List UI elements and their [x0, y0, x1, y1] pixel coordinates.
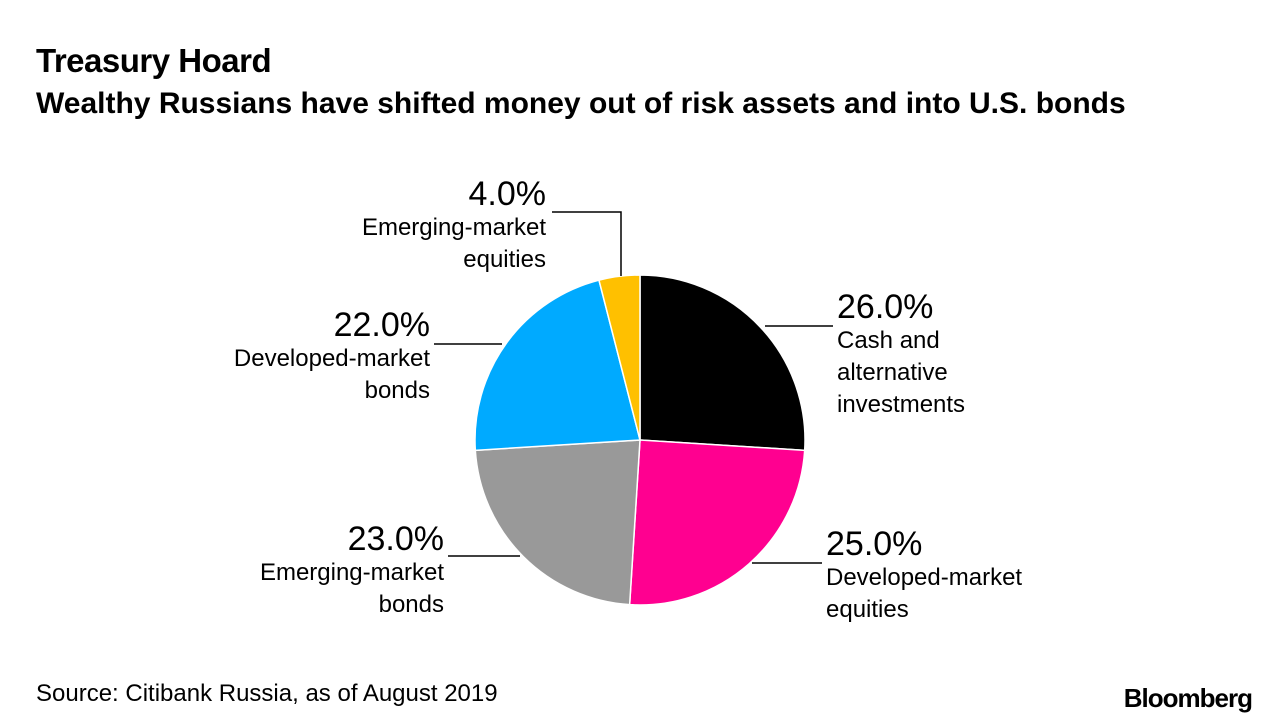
category-label: bonds — [365, 377, 430, 404]
pie-slice-cash-and-alternative-investments — [639, 274, 806, 452]
category-label: Developed-market — [826, 564, 1022, 591]
pie-slice-emerging-market-bonds — [474, 439, 641, 606]
value-label: 26.0% — [837, 288, 933, 326]
pie-slice-developed-market-bonds — [474, 279, 641, 452]
value-label: 4.0% — [469, 175, 547, 213]
source-note: Source: Citibank Russia, as of August 20… — [36, 680, 498, 707]
category-label: bonds — [379, 591, 444, 618]
category-label: alternative — [837, 359, 948, 386]
pie-slices — [474, 274, 806, 606]
bloomberg-logo: Bloomberg — [1123, 683, 1253, 713]
pie-slice-developed-market-equities — [628, 439, 806, 606]
category-label: Cash and — [837, 327, 940, 354]
category-label: equities — [826, 596, 909, 623]
pie-slice-emerging-market-equities — [598, 274, 641, 441]
value-label: 23.0% — [348, 520, 444, 558]
value-label: 25.0% — [826, 525, 922, 563]
chart-title: Treasury Hoard — [36, 42, 272, 79]
chart-subtitle: Wealthy Russians have shifted money out … — [36, 87, 1126, 120]
slice-label-emerging-market-equities: 4.0%Emerging-market equities — [362, 175, 622, 276]
value-label: 22.0% — [334, 306, 430, 344]
slice-label-emerging-market-bonds: 23.0%Emerging-market bonds — [260, 520, 520, 618]
category-label: Emerging-market — [362, 214, 546, 241]
category-label: Emerging-market — [260, 559, 444, 586]
leader-line — [552, 211, 622, 276]
category-label: investments — [837, 391, 965, 418]
category-label: equities — [463, 246, 546, 273]
slice-label-developed-market-equities: 25.0%Developed-market equities — [752, 525, 1022, 623]
slice-label-cash-and-alternative-investments: 26.0%Cash and alternative investments — [765, 288, 965, 418]
category-label: Developed-market — [234, 345, 430, 372]
slice-label-developed-market-bonds: 22.0%Developed-market bonds — [234, 306, 502, 404]
